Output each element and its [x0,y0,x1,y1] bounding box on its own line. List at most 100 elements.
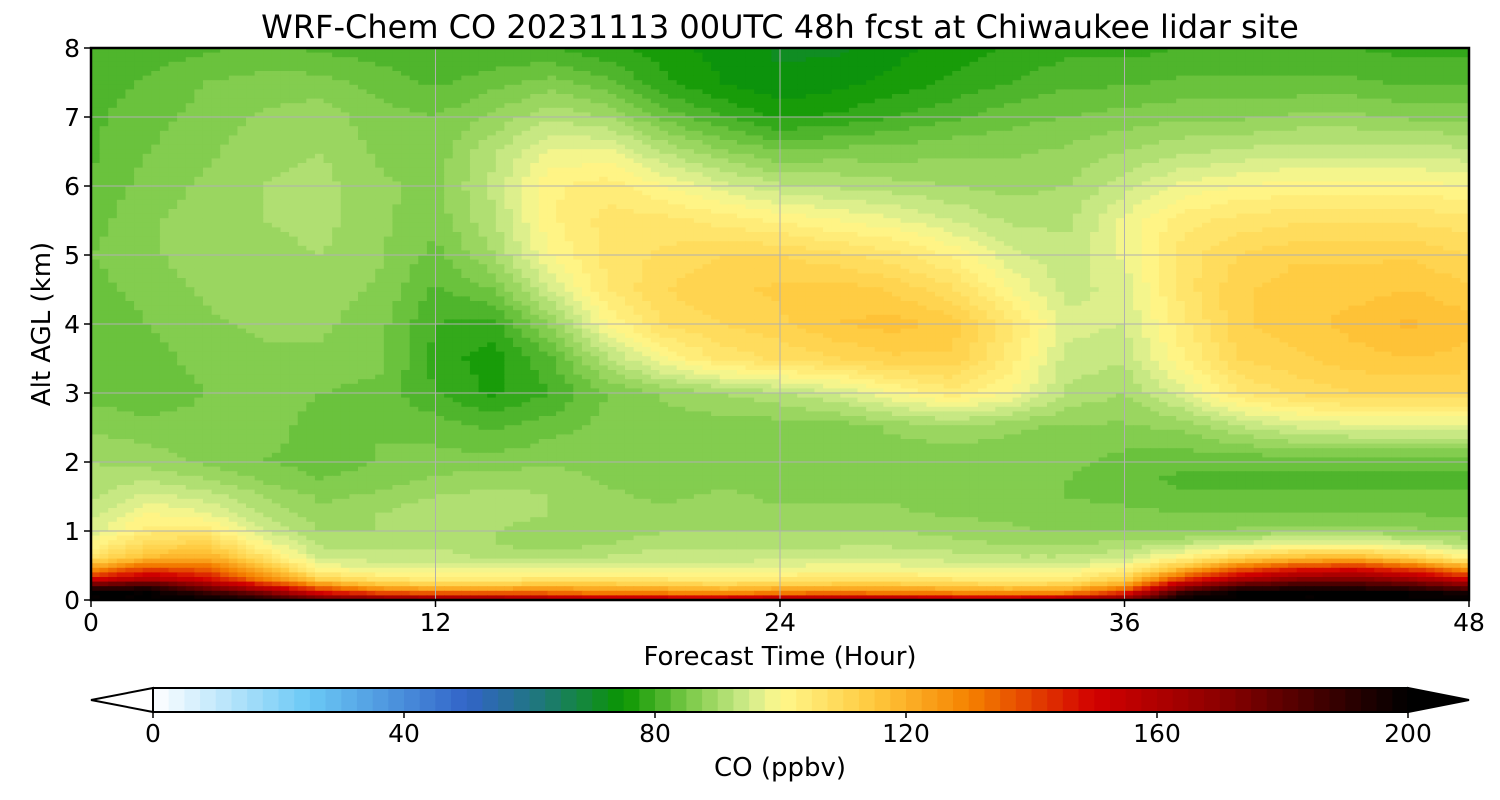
contour-cell [1073,66,1082,71]
contour-cell [1064,57,1073,62]
contour-cell [823,108,832,113]
contour-cell [685,62,694,67]
contour-cell [642,62,651,67]
contour-cell [1409,94,1418,99]
contour-cell [901,158,910,163]
contour-cell [401,57,410,62]
contour-cell [746,117,755,122]
contour-cell [1254,71,1263,76]
contour-cell [418,53,427,58]
contour-cell [995,80,1004,85]
contour-cell [883,117,892,122]
contour-cell [1383,103,1392,108]
contour-cell [866,158,875,163]
contour-cell [117,71,126,76]
contour-cell [496,76,505,81]
contour-cell [1073,57,1082,62]
contour-cell [289,94,298,99]
contour-cell [935,85,944,90]
contour-cell [1202,85,1211,90]
contour-cell [866,186,875,191]
contour-cell [237,140,246,145]
contour-cell [702,89,711,94]
contour-cell [780,158,789,163]
contour-cell [616,76,625,81]
contour-cell [151,85,160,90]
contour-cell [1297,145,1306,150]
contour-cell [1305,168,1314,173]
contour-cell [401,149,410,154]
contour-cell [212,191,221,196]
contour-cell [901,89,910,94]
contour-cell [1366,108,1375,113]
contour-cell [1305,76,1314,81]
contour-cell [771,135,780,140]
contour-cell [418,76,427,81]
contour-cell [616,177,625,182]
contour-cell [367,158,376,163]
contour-cell [1228,117,1237,122]
contour-cell [746,71,755,76]
contour-cell [177,57,186,62]
contour-cell [1443,135,1452,140]
contour-cell [143,117,152,122]
contour-cell [995,126,1004,131]
contour-cell [1443,154,1452,159]
contour-cell [634,172,643,177]
contour-cell [453,177,462,182]
contour-cell [866,80,875,85]
contour-cell [926,76,935,81]
contour-cell [556,76,565,81]
contour-cell [1021,108,1030,113]
contour-cell [151,172,160,177]
contour-cell [444,57,453,62]
contour-cell [151,177,160,182]
contour-cell [582,89,591,94]
contour-cell [134,57,143,62]
contour-cell [263,186,272,191]
contour-cell [995,66,1004,71]
contour-cell [1004,122,1013,127]
contour-cell [1159,62,1168,67]
contour-cell [625,80,634,85]
contour-cell [1099,62,1108,67]
contour-cell [487,62,496,67]
contour-cell [883,122,892,127]
contour-cell [1004,76,1013,81]
contour-cell [418,80,427,85]
contour-cell [539,154,548,159]
contour-cell [1314,126,1323,131]
contour-cell [1280,89,1289,94]
contour-cell [1185,122,1194,127]
contour-cell [315,177,324,182]
contour-cell [797,76,806,81]
contour-cell [547,158,556,163]
contour-cell [444,71,453,76]
contour-cell [1168,149,1177,154]
contour-cell [978,89,987,94]
contour-cell [513,122,522,127]
contour-cell [1245,177,1254,182]
contour-cell [995,135,1004,140]
contour-cell [651,145,660,150]
contour-cell [840,168,849,173]
contour-cell [1013,168,1022,173]
contour-cell [1116,168,1125,173]
contour-cell [177,140,186,145]
contour-cell [1391,135,1400,140]
contour-cell [125,168,134,173]
contour-cell [659,103,668,108]
contour-cell [1168,177,1177,182]
contour-cell [169,99,178,104]
contour-cell [814,57,823,62]
contour-cell [151,168,160,173]
contour-cell [453,172,462,177]
contour-cell [1323,135,1332,140]
contour-cell [875,168,884,173]
contour-cell [1357,66,1366,71]
contour-cell [858,66,867,71]
contour-cell [1176,168,1185,173]
contour-cell [616,154,625,159]
contour-cell [1030,135,1039,140]
contour-cell [1262,177,1271,182]
